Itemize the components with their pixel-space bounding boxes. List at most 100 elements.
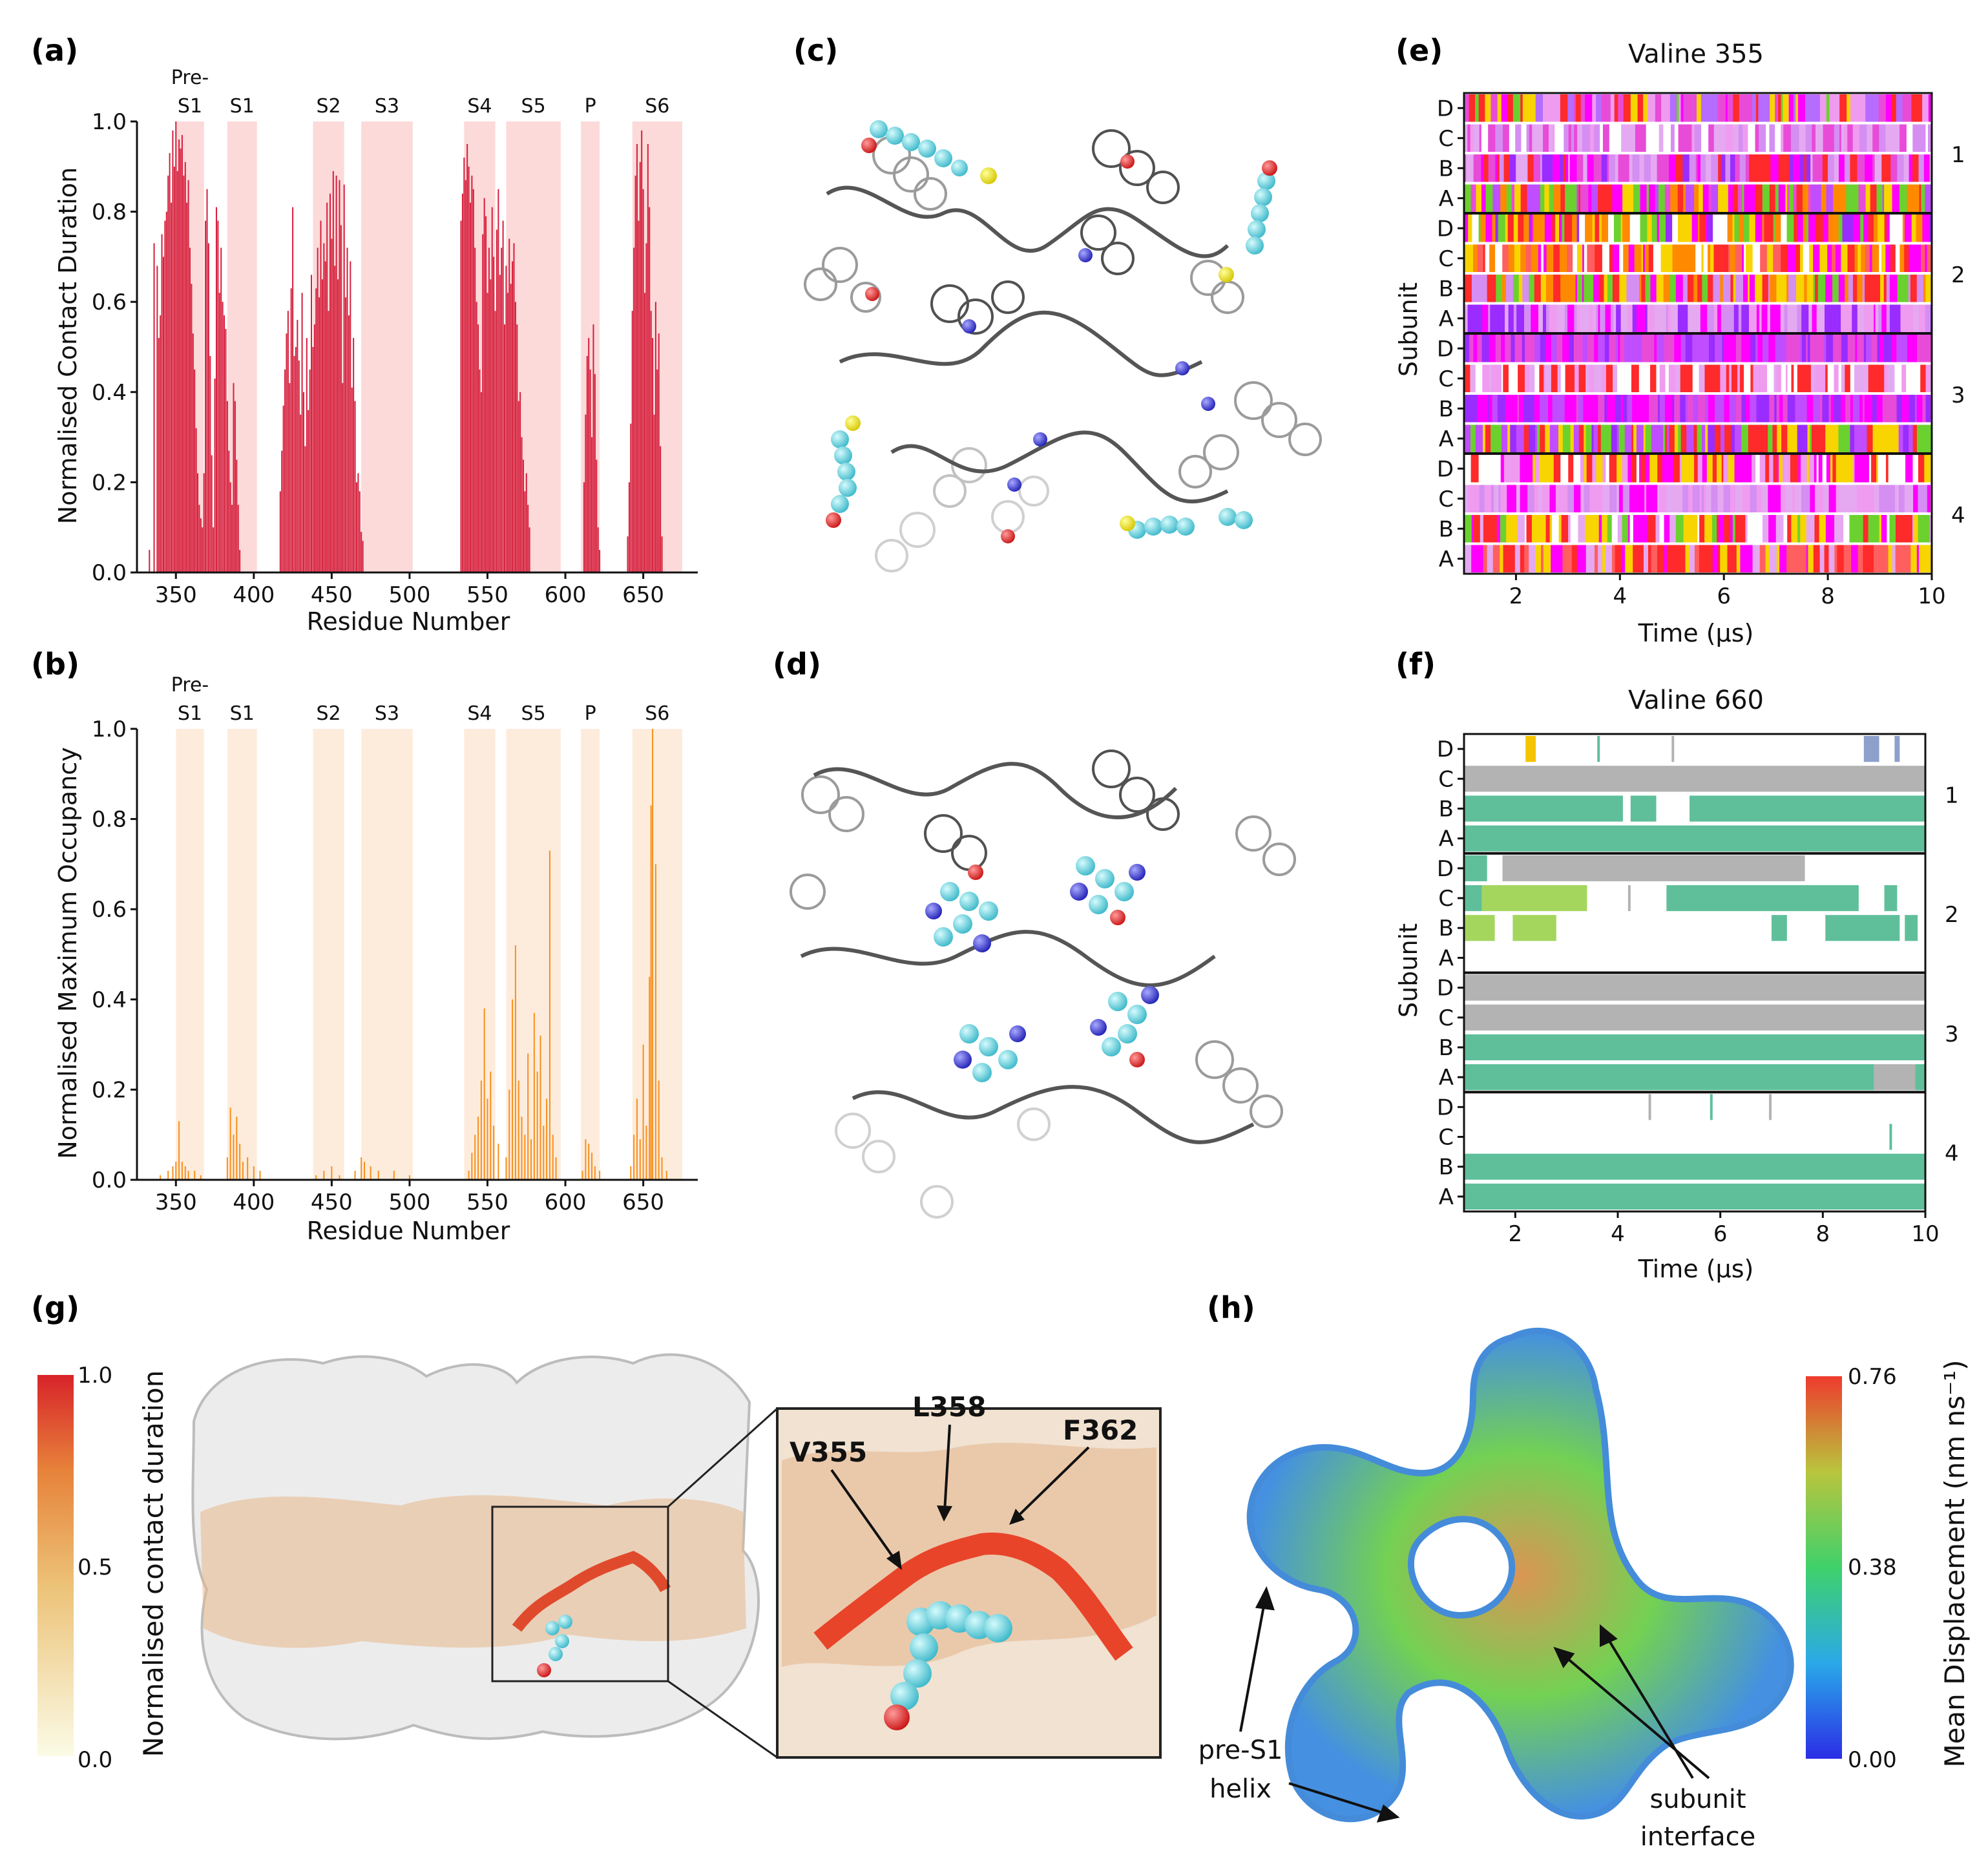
state-cell [1639,154,1645,182]
state-cell [1485,94,1491,122]
state-cell [1717,94,1724,122]
state-cell [1483,515,1492,543]
state-cell [1620,304,1627,332]
state-cell [1916,215,1923,242]
data-bar [239,1144,241,1180]
state-cell [1838,275,1845,302]
data-bar [597,527,599,572]
state-cell [1602,124,1610,152]
data-bar [581,1171,583,1180]
data-bar [472,189,474,572]
state-cell [1720,364,1727,392]
state-cell [1826,184,1834,212]
state-cell [1497,94,1502,122]
state-cell [1713,304,1718,332]
state-cell [1790,124,1794,152]
state-cell [1923,154,1930,182]
state-cell [1471,275,1476,302]
data-bar [633,247,635,572]
state-cell [1625,545,1633,572]
state-cell [1477,545,1484,572]
state-cell [1879,515,1882,543]
state-cell [1786,215,1794,242]
state-cell [1717,304,1722,332]
state-cell [1591,545,1595,572]
state-cell [1699,215,1706,242]
data-bar [167,175,169,572]
contact-duration-colorbar: 1.0 0.5 0.0 Normalised contact duration [37,1363,169,1773]
state-cell [1925,364,1932,392]
state-cell [1624,364,1632,392]
state-segment [1464,1153,1925,1180]
state-cell [1762,215,1764,242]
state-cell [1533,215,1540,242]
data-bar [161,234,163,572]
state-cell [1582,335,1588,362]
state-cell [1743,215,1750,242]
state-cell [1510,154,1516,182]
data-bar [479,369,481,572]
state-cell [1545,364,1548,392]
state-cell [1752,455,1756,483]
state-cell [1612,184,1620,212]
state-cell [1778,154,1783,182]
data-bar [217,220,219,572]
data-bar [178,1121,180,1180]
y-tick-label: B [1439,396,1454,422]
state-cell [1787,515,1792,543]
x-axis-title: Residue Number [307,1217,510,1245]
group-label: 4 [1945,1141,1959,1167]
state-cell [1542,485,1551,512]
state-cell [1873,364,1879,392]
state-cell [1844,124,1848,152]
state-segment [1481,885,1587,912]
state-cell [1925,244,1928,272]
state-cell [1637,275,1640,302]
state-cell [1698,395,1706,423]
state-cell [1585,215,1593,242]
state-cell [1661,94,1667,122]
state-cell [1863,335,1867,362]
state-cell [1568,275,1576,302]
state-cell [1527,485,1535,512]
data-bar [474,1135,476,1180]
state-cell [1699,485,1702,512]
data-bar [225,329,227,572]
state-cell [1498,215,1506,242]
state-cell [1560,275,1567,302]
state-cell [1480,275,1488,302]
data-bar [195,428,197,572]
x-axis-title: Residue Number [307,607,510,636]
state-cell [1811,184,1817,212]
state-cell [1895,515,1902,543]
x-tick-label: 2 [1509,1221,1523,1247]
state-cell [1753,515,1759,543]
state-cell [1898,485,1905,512]
y-axis-title: Normalised Maximum Occupancy [54,747,82,1158]
data-bar [507,293,508,572]
state-cell [1867,124,1873,152]
state-cell [1863,395,1865,423]
data-bar [233,1135,235,1180]
state-cell [1894,455,1899,483]
state-cell [1507,425,1511,452]
state-cell [1514,184,1520,212]
state-cell [1856,485,1865,512]
state-cell [1786,275,1789,302]
state-cell [1857,364,1862,392]
data-bar [476,302,477,572]
state-cell [1559,244,1566,272]
state-cell [1702,275,1708,302]
state-cell [1648,244,1654,272]
state-cell [1804,275,1808,302]
state-cell [1742,184,1745,212]
state-cell [1718,154,1722,182]
state-cell [1883,455,1887,483]
state-cell [1686,425,1695,452]
state-cell [1770,304,1775,332]
state-cell [1835,244,1838,272]
state-cell [1511,184,1515,212]
state-cell [1739,215,1744,242]
state-cell [1507,485,1513,512]
data-bar [229,482,231,572]
